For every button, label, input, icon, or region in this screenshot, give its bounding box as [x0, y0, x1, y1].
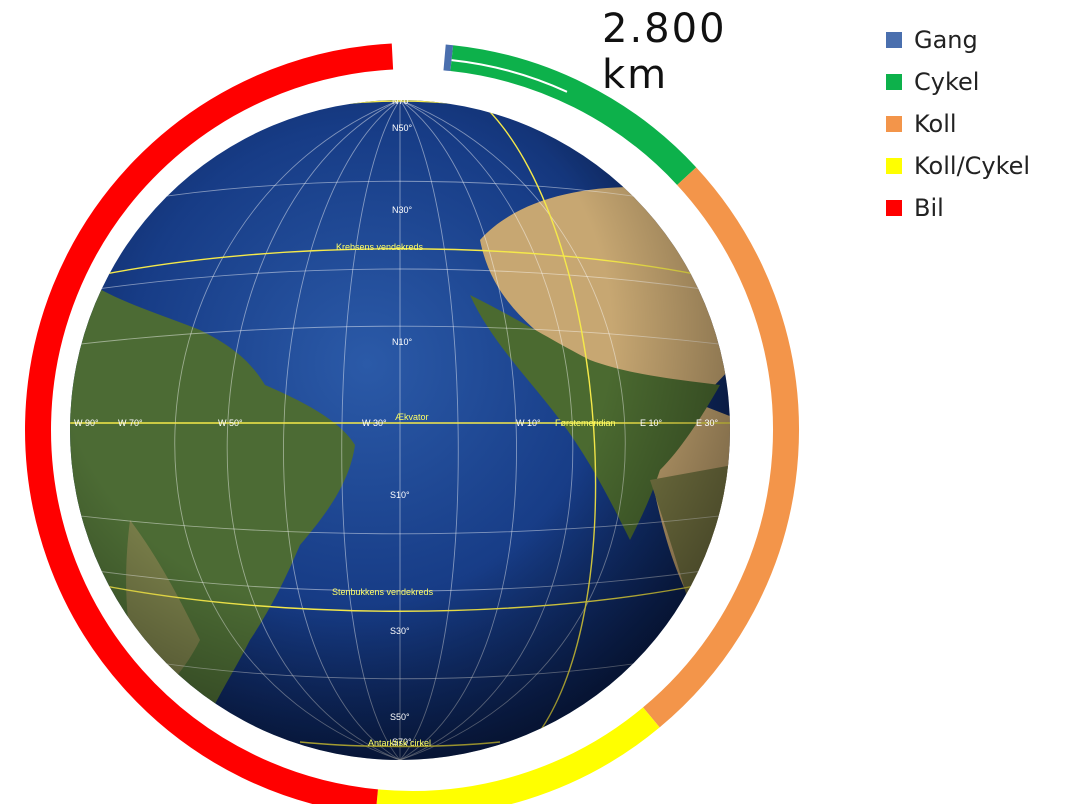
longitude-labels: W 90° W 70° W 50° W 30° W 10° E 10° E 30… — [74, 418, 719, 428]
globe-image: N70° N50° N30° N10° S10° S30° S50° S70° … — [70, 96, 730, 760]
callout-unit: km — [602, 52, 669, 98]
legend-swatch — [886, 116, 902, 132]
tropic-of-cancer-label: Krebsens vendekreds — [336, 242, 424, 252]
antarctic-circle-label: Antarktisk cirkel — [368, 738, 431, 748]
lon-label: W 90° — [74, 418, 99, 428]
tropic-of-capricorn-label: Stenbukkens vendekreds — [332, 587, 434, 597]
legend-item-bil: Bil — [886, 188, 1030, 228]
legend-swatch — [886, 74, 902, 90]
legend-item-koll: Koll — [886, 104, 1030, 144]
lon-label: E 30° — [696, 418, 719, 428]
latitude-labels: N70° N50° N30° N10° S10° S30° S50° S70° — [390, 96, 413, 747]
legend-swatch — [886, 32, 902, 48]
legend-swatch — [886, 200, 902, 216]
legend-label: Koll/Cykel — [914, 152, 1031, 180]
lat-label: N10° — [392, 337, 413, 347]
lat-label: N50° — [392, 123, 413, 133]
globe-shading — [70, 100, 730, 760]
legend-label: Koll — [914, 110, 957, 138]
lon-label: W 70° — [118, 418, 143, 428]
lat-label: N30° — [392, 205, 413, 215]
equator-label: Ækvator — [395, 412, 429, 422]
ring-segment-koll — [643, 167, 799, 728]
lon-label: W 30° — [362, 418, 387, 428]
lat-label: S10° — [390, 490, 410, 500]
legend: Gang Cykel Koll Koll/Cykel Bil — [886, 20, 1030, 230]
prime-meridian-label: Førstemeridian — [555, 418, 616, 428]
legend-item-koll-cykel: Koll/Cykel — [886, 146, 1030, 186]
lat-label: S50° — [390, 712, 410, 722]
lat-label: S30° — [390, 626, 410, 636]
ring-segment-gang — [443, 44, 454, 72]
ring-segment-cykel — [450, 45, 697, 185]
legend-label: Bil — [914, 194, 944, 222]
lon-label: W 10° — [516, 418, 541, 428]
callout-value: 2.800 — [602, 6, 727, 52]
lat-label: S70° — [392, 737, 412, 747]
legend-item-cykel: Cykel — [886, 62, 1030, 102]
ring-divider — [451, 59, 568, 93]
named-line-labels: Krebsens vendekreds Ækvator Førstemeridi… — [332, 242, 616, 748]
ring-segment-bil — [25, 43, 394, 804]
legend-item-gang: Gang — [886, 20, 1030, 60]
lon-label: E 10° — [640, 418, 663, 428]
legend-swatch — [886, 158, 902, 174]
legend-label: Gang — [914, 26, 978, 54]
distance-callout: 2.800 km — [602, 6, 752, 98]
lat-label: N70° — [392, 96, 413, 106]
lon-label: W 50° — [218, 418, 243, 428]
legend-label: Cykel — [914, 68, 980, 96]
